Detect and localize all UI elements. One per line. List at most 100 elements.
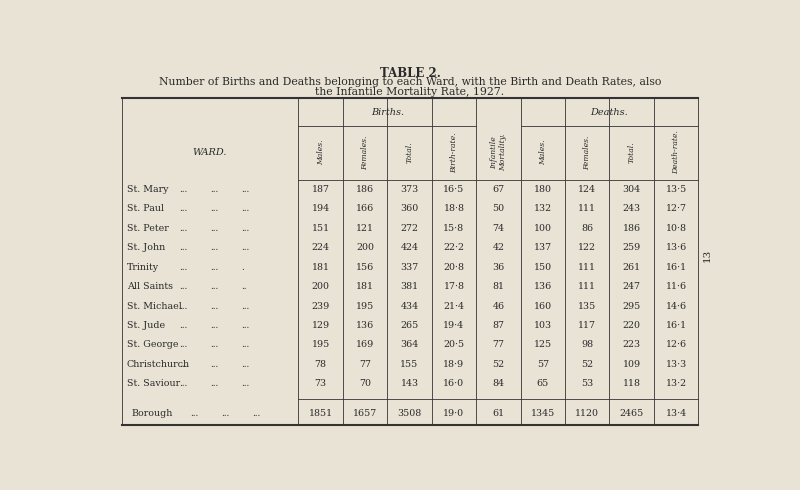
Text: 220: 220 bbox=[622, 321, 641, 330]
Text: 169: 169 bbox=[356, 341, 374, 349]
Text: 259: 259 bbox=[622, 243, 641, 252]
Text: 124: 124 bbox=[578, 185, 596, 194]
Text: Borough: Borough bbox=[131, 409, 172, 417]
Text: 13·6: 13·6 bbox=[666, 243, 686, 252]
Text: 70: 70 bbox=[359, 379, 371, 389]
Text: 17·8: 17·8 bbox=[443, 282, 465, 291]
Text: 53: 53 bbox=[581, 379, 594, 389]
Text: 42: 42 bbox=[492, 243, 504, 252]
Text: ...: ... bbox=[210, 341, 218, 349]
Text: Males.: Males. bbox=[538, 140, 546, 165]
Text: 84: 84 bbox=[492, 379, 504, 389]
Text: 12·6: 12·6 bbox=[666, 341, 686, 349]
Text: 265: 265 bbox=[400, 321, 418, 330]
Text: 111: 111 bbox=[578, 263, 596, 271]
Text: 364: 364 bbox=[400, 341, 418, 349]
Text: ..: .. bbox=[242, 282, 247, 291]
Text: Infantile
Mortality.: Infantile Mortality. bbox=[490, 134, 507, 171]
Text: 74: 74 bbox=[492, 224, 504, 233]
Text: 181: 181 bbox=[312, 263, 330, 271]
Text: Deaths.: Deaths. bbox=[590, 108, 628, 117]
Text: 16·0: 16·0 bbox=[443, 379, 465, 389]
Text: Birth-rate.: Birth-rate. bbox=[450, 132, 458, 173]
Text: 156: 156 bbox=[356, 263, 374, 271]
Text: 1657: 1657 bbox=[353, 409, 377, 417]
Text: 12·7: 12·7 bbox=[666, 204, 686, 213]
Text: Trinity: Trinity bbox=[126, 263, 158, 271]
Text: 150: 150 bbox=[534, 263, 552, 271]
Text: 103: 103 bbox=[534, 321, 552, 330]
Text: ...: ... bbox=[242, 185, 250, 194]
Text: Total.: Total. bbox=[628, 142, 636, 163]
Text: 111: 111 bbox=[578, 282, 596, 291]
Text: ...: ... bbox=[179, 379, 188, 389]
Text: St. Saviour: St. Saviour bbox=[126, 379, 180, 389]
Text: ...: ... bbox=[179, 243, 188, 252]
Text: ...: ... bbox=[210, 301, 218, 311]
Text: 18·8: 18·8 bbox=[443, 204, 465, 213]
Text: 65: 65 bbox=[537, 379, 549, 389]
Text: Total.: Total. bbox=[406, 142, 414, 163]
Text: 52: 52 bbox=[581, 360, 594, 369]
Text: ...: ... bbox=[179, 204, 188, 213]
Text: 200: 200 bbox=[312, 282, 330, 291]
Text: 3508: 3508 bbox=[398, 409, 422, 417]
Text: 180: 180 bbox=[534, 185, 552, 194]
Text: 52: 52 bbox=[492, 360, 505, 369]
Text: ...: ... bbox=[179, 224, 188, 233]
Text: St. Mary: St. Mary bbox=[126, 185, 168, 194]
Text: ...: ... bbox=[221, 409, 229, 417]
Text: 200: 200 bbox=[356, 243, 374, 252]
Text: 135: 135 bbox=[578, 301, 596, 311]
Text: St. Michael: St. Michael bbox=[126, 301, 182, 311]
Text: 194: 194 bbox=[311, 204, 330, 213]
Text: 86: 86 bbox=[581, 224, 594, 233]
Text: 434: 434 bbox=[401, 301, 418, 311]
Text: 195: 195 bbox=[311, 341, 330, 349]
Text: ...: ... bbox=[242, 301, 250, 311]
Text: 272: 272 bbox=[401, 224, 418, 233]
Text: 13·2: 13·2 bbox=[666, 379, 686, 389]
Text: 36: 36 bbox=[492, 263, 505, 271]
Text: 109: 109 bbox=[622, 360, 641, 369]
Text: Death-rate.: Death-rate. bbox=[672, 131, 680, 174]
Text: ...: ... bbox=[210, 185, 218, 194]
Text: 136: 136 bbox=[356, 321, 374, 330]
Text: 73: 73 bbox=[314, 379, 326, 389]
Text: 81: 81 bbox=[492, 282, 504, 291]
Text: ...: ... bbox=[252, 409, 260, 417]
Text: ...: ... bbox=[179, 263, 188, 271]
Text: 77: 77 bbox=[359, 360, 371, 369]
Text: 117: 117 bbox=[578, 321, 596, 330]
Text: 20·5: 20·5 bbox=[443, 341, 465, 349]
Text: ...: ... bbox=[210, 321, 218, 330]
Text: 100: 100 bbox=[534, 224, 552, 233]
Text: 122: 122 bbox=[578, 243, 596, 252]
Text: 78: 78 bbox=[314, 360, 326, 369]
Text: ...: ... bbox=[242, 360, 250, 369]
Text: ...: ... bbox=[179, 282, 188, 291]
Text: 15·8: 15·8 bbox=[443, 224, 465, 233]
Text: ...: ... bbox=[179, 185, 188, 194]
Text: 19·4: 19·4 bbox=[443, 321, 465, 330]
Text: ...: ... bbox=[210, 282, 218, 291]
Text: 143: 143 bbox=[401, 379, 418, 389]
Text: All Saints: All Saints bbox=[126, 282, 173, 291]
Text: 13·5: 13·5 bbox=[666, 185, 686, 194]
Text: 243: 243 bbox=[622, 204, 641, 213]
Text: 67: 67 bbox=[492, 185, 505, 194]
Text: 2465: 2465 bbox=[619, 409, 644, 417]
Text: 247: 247 bbox=[622, 282, 641, 291]
Text: 111: 111 bbox=[578, 204, 596, 213]
Text: 187: 187 bbox=[312, 185, 330, 194]
Text: Births.: Births. bbox=[370, 108, 404, 117]
Text: St. Paul: St. Paul bbox=[126, 204, 164, 213]
Text: ...: ... bbox=[179, 360, 188, 369]
Text: 10·8: 10·8 bbox=[666, 224, 686, 233]
Text: ...: ... bbox=[210, 243, 218, 252]
Text: ...: ... bbox=[210, 224, 218, 233]
Text: 16·1: 16·1 bbox=[666, 263, 686, 271]
Text: 87: 87 bbox=[492, 321, 504, 330]
Text: 57: 57 bbox=[537, 360, 549, 369]
Text: 13·4: 13·4 bbox=[666, 409, 686, 417]
